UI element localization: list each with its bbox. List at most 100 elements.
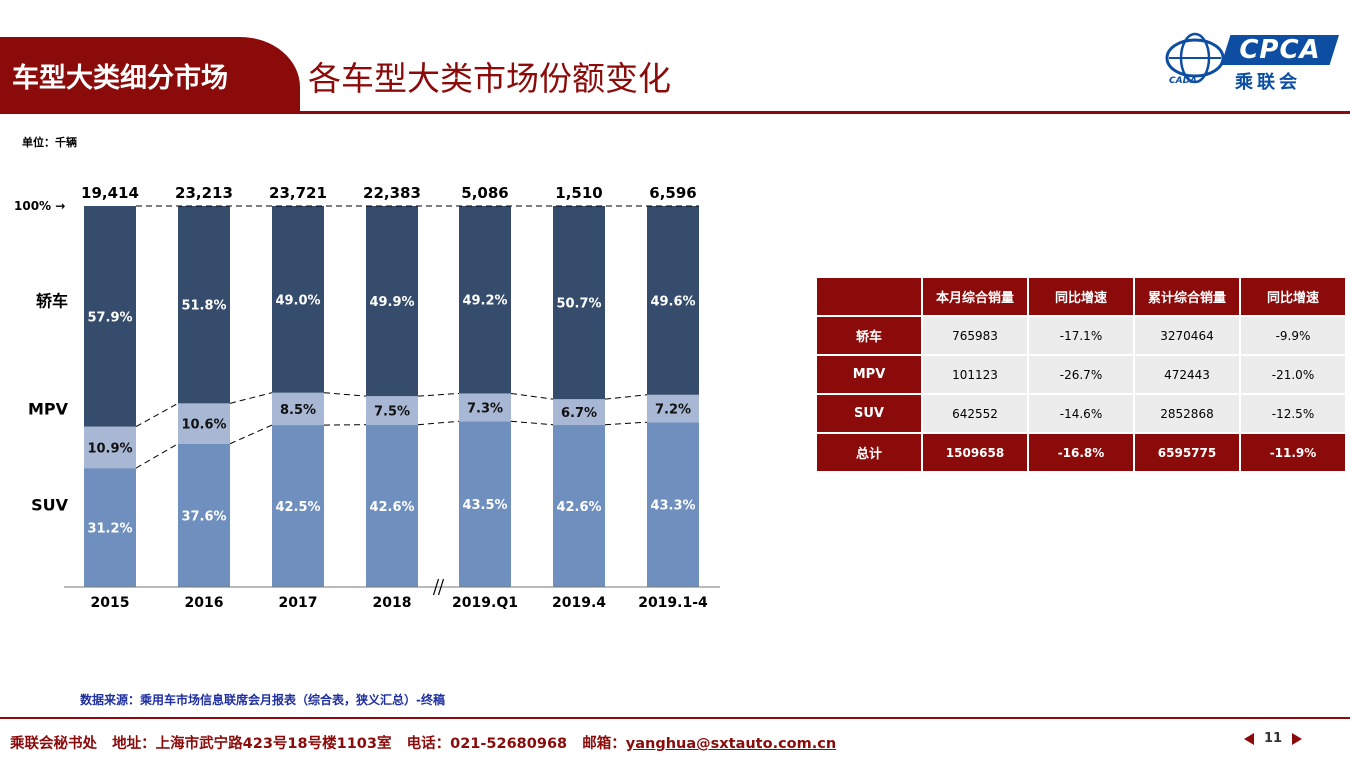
boundary-connector: [417, 420, 460, 426]
bar-segment: [647, 394, 699, 423]
segment-value-label: 10.6%: [181, 418, 226, 433]
bar-segment: [366, 396, 418, 425]
footer-divider: [0, 717, 1350, 719]
segment-value-label: 49.6%: [650, 294, 695, 309]
bar-segment: [272, 425, 324, 587]
bar-segment: [459, 421, 511, 587]
boundary-connector: [604, 421, 648, 426]
table-header: 本月综合销量: [921, 276, 1029, 317]
category-tick-label: 2017: [279, 595, 318, 611]
bar-segment: [553, 206, 605, 400]
segment-value-label: 43.5%: [462, 498, 507, 513]
footer-email-link[interactable]: yanghua@sxtauto.com.cn: [625, 736, 837, 752]
prev-page-icon[interactable]: [1244, 732, 1254, 745]
table-cell: 472443: [1133, 354, 1241, 395]
axis-break-mark: [432, 578, 440, 596]
bar-segment: [459, 393, 511, 422]
table-cell: -11.9%: [1239, 432, 1347, 473]
bar-total-label: 5,086: [461, 184, 508, 202]
bar-total-label: 22,383: [363, 184, 421, 202]
footer-email-label: 邮箱：: [582, 736, 626, 752]
segment-value-label: 50.7%: [556, 297, 601, 312]
bar-total-label: 23,721: [269, 184, 327, 202]
segment-value-label: 10.9%: [87, 441, 132, 456]
bar-segment: [178, 206, 230, 404]
table-header-corner: [815, 276, 923, 317]
stacked-share-chart: 31.2% 37.6% 42.5% 42.6% 43.5% 42.6% 43.3% 10.9%…: [14, 184, 720, 611]
section-label: 车型大类细分市场: [12, 62, 228, 94]
category-tick-label: 2019.1-4: [638, 595, 708, 611]
pager: 11: [1244, 731, 1303, 746]
segment-value-label: 7.3%: [467, 401, 503, 416]
sales-table-wrap: 本月综合销量 同比增速 累计综合销量 同比增速 轿车 765983 -17.1%…: [815, 276, 1347, 473]
table-total-row: 总计 1509658 -16.8% 6595775 -11.9%: [815, 432, 1347, 473]
series-label: 轿车: [36, 291, 68, 310]
row-label: SUV: [815, 393, 923, 434]
row-label: MPV: [815, 354, 923, 395]
segment-value-label: 8.5%: [280, 403, 316, 418]
table-cell: -17.1%: [1027, 315, 1135, 356]
bar-segment: [178, 403, 230, 444]
segment-value-label: 49.2%: [462, 294, 507, 309]
table-row: SUV 642552 -14.6% 2852868 -12.5%: [815, 393, 1347, 434]
bar-segment: [366, 424, 418, 587]
footer-org: 乘联会秘书处: [10, 736, 97, 752]
row-label: 总计: [815, 432, 923, 473]
footer-contact: 乘联会秘书处 地址：上海市武宁路423号18号楼1103室 电话：021-526…: [10, 732, 836, 753]
row-label: 轿车: [815, 315, 923, 356]
bar-segment: [647, 206, 699, 395]
segment-value-label: 57.9%: [87, 310, 132, 325]
bar-total-label: 6,596: [649, 184, 696, 202]
table-cell: 101123: [921, 354, 1029, 395]
footer-address: 地址：上海市武宁路423号18号楼1103室: [112, 736, 392, 752]
table-cell: -12.5%: [1239, 393, 1347, 434]
bar-total-label: 1,510: [555, 184, 602, 202]
bar-segment: [459, 206, 511, 394]
logo-cn-name: 乘联会: [1235, 72, 1301, 93]
category-tick-label: 2015: [91, 595, 130, 611]
logo-sub: CADA: [1169, 76, 1198, 86]
category-tick-label: 2016: [185, 595, 224, 611]
data-source: 数据来源：乘用车市场信息联席会月报表（综合表，狭义汇总）-终稿: [80, 693, 445, 707]
boundary-connector: [135, 402, 179, 428]
unit-label: 单位：千辆: [22, 136, 77, 149]
segment-value-label: 7.5%: [374, 404, 410, 419]
category-tick-label: 2019.Q1: [452, 595, 518, 611]
series-label: MPV: [28, 399, 69, 418]
table-cell: -14.6%: [1027, 393, 1135, 434]
series-label: SUV: [31, 496, 69, 515]
header-divider: [0, 111, 1350, 114]
bar-total-label: 19,414: [81, 184, 139, 202]
table-header-row: 本月综合销量 同比增速 累计综合销量 同比增速: [815, 276, 1347, 317]
segment-value-label: 42.5%: [275, 500, 320, 515]
bar-segment: [84, 206, 136, 427]
sales-table: 本月综合销量 同比增速 累计综合销量 同比增速 轿车 765983 -17.1%…: [815, 276, 1347, 473]
page-title: 各车型大类市场份额变化: [308, 59, 671, 98]
next-page-icon[interactable]: [1292, 732, 1303, 745]
segment-value-label: 37.6%: [181, 509, 226, 524]
bar-segment: [272, 206, 324, 393]
section-tab: 车型大类细分市场: [0, 37, 300, 113]
bar-segment: [366, 206, 418, 397]
boundary-connector: [229, 392, 273, 404]
logo-brand: CPCA: [1221, 35, 1339, 65]
bar-total-label: 23,213: [175, 184, 233, 202]
footer-phone: 电话：021-52680968: [406, 736, 568, 752]
bar-segment: [178, 443, 230, 587]
bar-segment: [553, 399, 605, 425]
table-cell: 642552: [921, 393, 1029, 434]
segment-value-label: 42.6%: [369, 500, 414, 515]
category-tick-label: 2018: [373, 595, 412, 611]
category-tick-label: 2019.4: [552, 595, 606, 611]
boundary-connector: [510, 420, 554, 426]
segment-value-label: 49.0%: [275, 293, 320, 308]
boundary-connector: [604, 394, 648, 400]
table-row: 轿车 765983 -17.1% 3270464 -9.9%: [815, 315, 1347, 356]
bar-segment: [647, 422, 699, 587]
table-cell: -21.0%: [1239, 354, 1347, 395]
page-number: 11: [1264, 731, 1283, 746]
table-cell: 765983: [921, 315, 1029, 356]
segment-value-label: 51.8%: [181, 299, 226, 314]
bar-segment: [272, 392, 324, 426]
table-cell: 3270464: [1133, 315, 1241, 356]
